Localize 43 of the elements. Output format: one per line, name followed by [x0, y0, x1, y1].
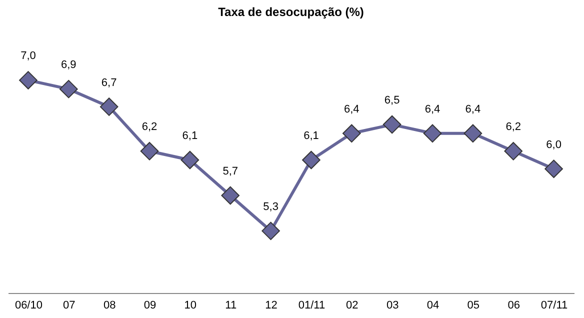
- data-label: 6,5: [384, 94, 400, 107]
- x-tick-label: 11: [225, 300, 237, 312]
- point: [262, 222, 280, 240]
- data-label: 6,4: [424, 103, 440, 116]
- data-label: 6,7: [101, 76, 117, 89]
- point: [382, 115, 402, 134]
- x-tick-label: 10: [184, 300, 197, 312]
- data-label: 6,2: [506, 121, 522, 134]
- x-tick-label: 06: [508, 300, 520, 312]
- point: [302, 150, 320, 170]
- data-label: 6,0: [546, 138, 562, 151]
- point: [504, 142, 523, 160]
- x-tick-label: 05: [467, 300, 480, 312]
- point: [464, 124, 482, 143]
- data-label: 6,9: [60, 59, 76, 72]
- point: [544, 160, 563, 178]
- x-tick-label: 07: [63, 300, 76, 312]
- x-tick-label: 08: [103, 300, 116, 312]
- data-label: 5,3: [263, 200, 278, 213]
- x-tick-label: 07/11: [540, 300, 568, 312]
- point: [100, 98, 118, 116]
- data-label: 5,7: [222, 165, 238, 178]
- x-tick-label: 01/11: [298, 300, 326, 312]
- point: [180, 150, 200, 170]
- data-label: 6,4: [465, 103, 481, 116]
- x-tick-label: 09: [144, 300, 156, 312]
- x-tick-label: 03: [386, 300, 399, 312]
- point: [423, 124, 442, 143]
- point: [342, 124, 361, 143]
- point: [140, 142, 159, 160]
- point: [19, 71, 38, 90]
- x-tick-label: 02: [346, 300, 358, 312]
- chart-title: Taxa de desocupação (%): [218, 5, 364, 19]
- point: [59, 80, 78, 98]
- data-label: 6,1: [182, 130, 198, 142]
- data-label: 7,0: [20, 50, 36, 62]
- data-label: 6,1: [304, 130, 319, 142]
- data-label: 6,4: [344, 103, 360, 116]
- point: [221, 186, 240, 205]
- data-label: 6,2: [142, 121, 158, 134]
- x-tick-label: 06/10: [14, 300, 42, 312]
- x-tick-label: 12: [265, 300, 278, 312]
- x-tick-label: 04: [426, 300, 440, 312]
